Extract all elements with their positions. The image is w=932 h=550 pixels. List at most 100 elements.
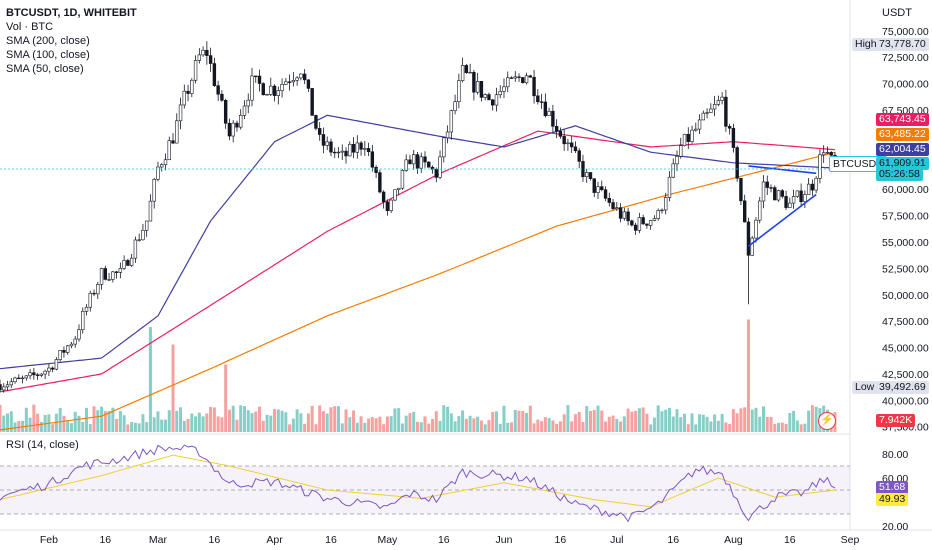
candle-body	[77, 329, 81, 340]
candle-body	[62, 350, 66, 353]
candle-body	[111, 271, 115, 280]
volume-bar	[494, 411, 498, 432]
volume-bar	[566, 405, 570, 432]
candle-body	[588, 172, 593, 179]
sma50-legend[interactable]: SMA (50, close)	[6, 63, 84, 75]
volume-bar	[69, 423, 73, 432]
candle-body	[423, 156, 427, 163]
volume-bar	[543, 417, 547, 432]
volume-bar	[194, 416, 198, 432]
volume-bar	[88, 424, 92, 432]
currency-label[interactable]: USDT	[882, 7, 912, 19]
candle-body	[784, 196, 788, 208]
candle-body	[284, 81, 288, 85]
volume-bar	[483, 424, 487, 432]
candle-body	[483, 94, 487, 98]
candle-body	[603, 189, 608, 199]
volume-bar	[746, 319, 750, 432]
volume-bar	[397, 408, 401, 432]
candle-body	[118, 268, 123, 273]
volume-bar	[17, 421, 21, 432]
candle-body	[536, 95, 540, 103]
candle-body	[129, 257, 134, 266]
volume-bar	[374, 418, 378, 432]
candle-body	[630, 220, 634, 226]
candle-body	[746, 221, 751, 256]
volume-bar	[438, 420, 442, 432]
candle-body	[35, 374, 40, 376]
volume-bar	[58, 408, 62, 432]
low-value: 39,492.69	[876, 381, 929, 394]
candle-body	[716, 100, 721, 105]
volume-bar	[555, 423, 559, 432]
candle-body	[449, 110, 454, 133]
volume-bar	[246, 410, 250, 432]
volume-bar	[799, 424, 803, 432]
volume-bar	[141, 414, 145, 432]
symbol-title[interactable]: BTCUSDT, 1D, WHITEBIT	[6, 7, 137, 19]
volume-bar	[525, 412, 529, 432]
candle-body	[389, 199, 393, 211]
candle-body	[5, 384, 10, 388]
candle-body	[664, 197, 668, 211]
time-tick-label: 16	[784, 534, 796, 546]
volume-bar	[540, 421, 544, 432]
sma200-legend[interactable]: SMA (200, close)	[6, 35, 90, 47]
candle-body	[366, 148, 371, 153]
volume-bar	[468, 415, 472, 432]
volume-bar	[107, 410, 111, 432]
volume-bar	[476, 416, 480, 432]
volume-bar	[765, 417, 769, 432]
candle-body	[231, 122, 235, 137]
candle-body	[133, 239, 138, 259]
volume-bar	[385, 416, 389, 432]
volume-bar	[521, 410, 525, 432]
candle-body	[58, 350, 62, 360]
candle-body	[317, 128, 322, 135]
volume-bar	[773, 423, 777, 432]
volume-legend[interactable]: Vol · BTC	[6, 21, 54, 33]
lightning-icon[interactable]: ⚡	[818, 412, 836, 430]
volume-bar	[367, 418, 371, 432]
candle-body	[573, 146, 578, 152]
time-tick-label: Mar	[149, 534, 168, 546]
volume-bar	[250, 413, 254, 432]
sma100-legend[interactable]: SMA (100, close)	[6, 49, 90, 61]
candle-body	[193, 60, 198, 81]
volume-bar	[551, 420, 555, 432]
volume-bar	[694, 424, 698, 432]
rsi-legend[interactable]: RSI (14, close)	[6, 439, 79, 451]
volume-bar	[792, 410, 796, 432]
candle-body	[269, 85, 273, 95]
volume-bar	[288, 424, 292, 432]
candle-body	[795, 190, 800, 197]
volume-bar	[626, 408, 630, 432]
volume-value-tag: 7.942K	[876, 414, 916, 427]
candle-body	[810, 183, 815, 191]
volume-bar	[179, 407, 183, 432]
volume-bar	[562, 414, 566, 432]
candle-body	[652, 218, 657, 221]
candle-body	[690, 129, 694, 142]
volume-bar	[216, 416, 220, 432]
candle-body	[517, 76, 521, 78]
candle-body	[160, 164, 164, 168]
volume-bar	[615, 418, 619, 432]
volume-bar	[634, 410, 638, 432]
volume-bar	[453, 421, 457, 432]
candle-body	[679, 145, 683, 157]
candle-body	[333, 151, 337, 154]
price-tick-label: 57,500.00	[882, 211, 929, 223]
candle-body	[385, 201, 390, 211]
volume-bar	[660, 411, 664, 432]
volume-bar	[73, 411, 77, 432]
candle-body	[539, 101, 544, 103]
candle-body	[246, 99, 250, 107]
volume-bar	[701, 414, 705, 432]
volume-bar	[788, 412, 792, 432]
candle-body	[731, 127, 736, 148]
volume-bar	[276, 409, 280, 432]
volume-bar	[32, 404, 36, 432]
candle-body	[344, 150, 348, 157]
